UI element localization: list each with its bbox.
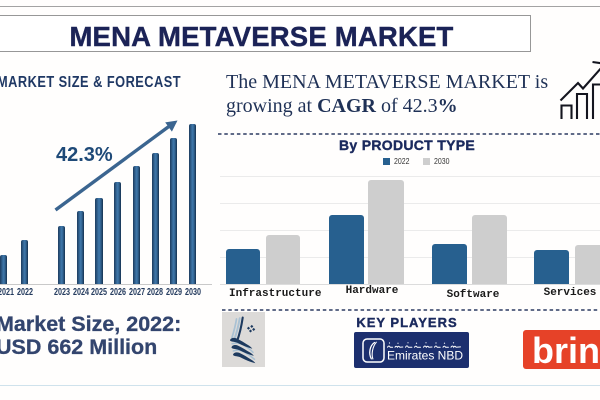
svg-text:Emirates NBD: Emirates NBD (387, 349, 463, 363)
